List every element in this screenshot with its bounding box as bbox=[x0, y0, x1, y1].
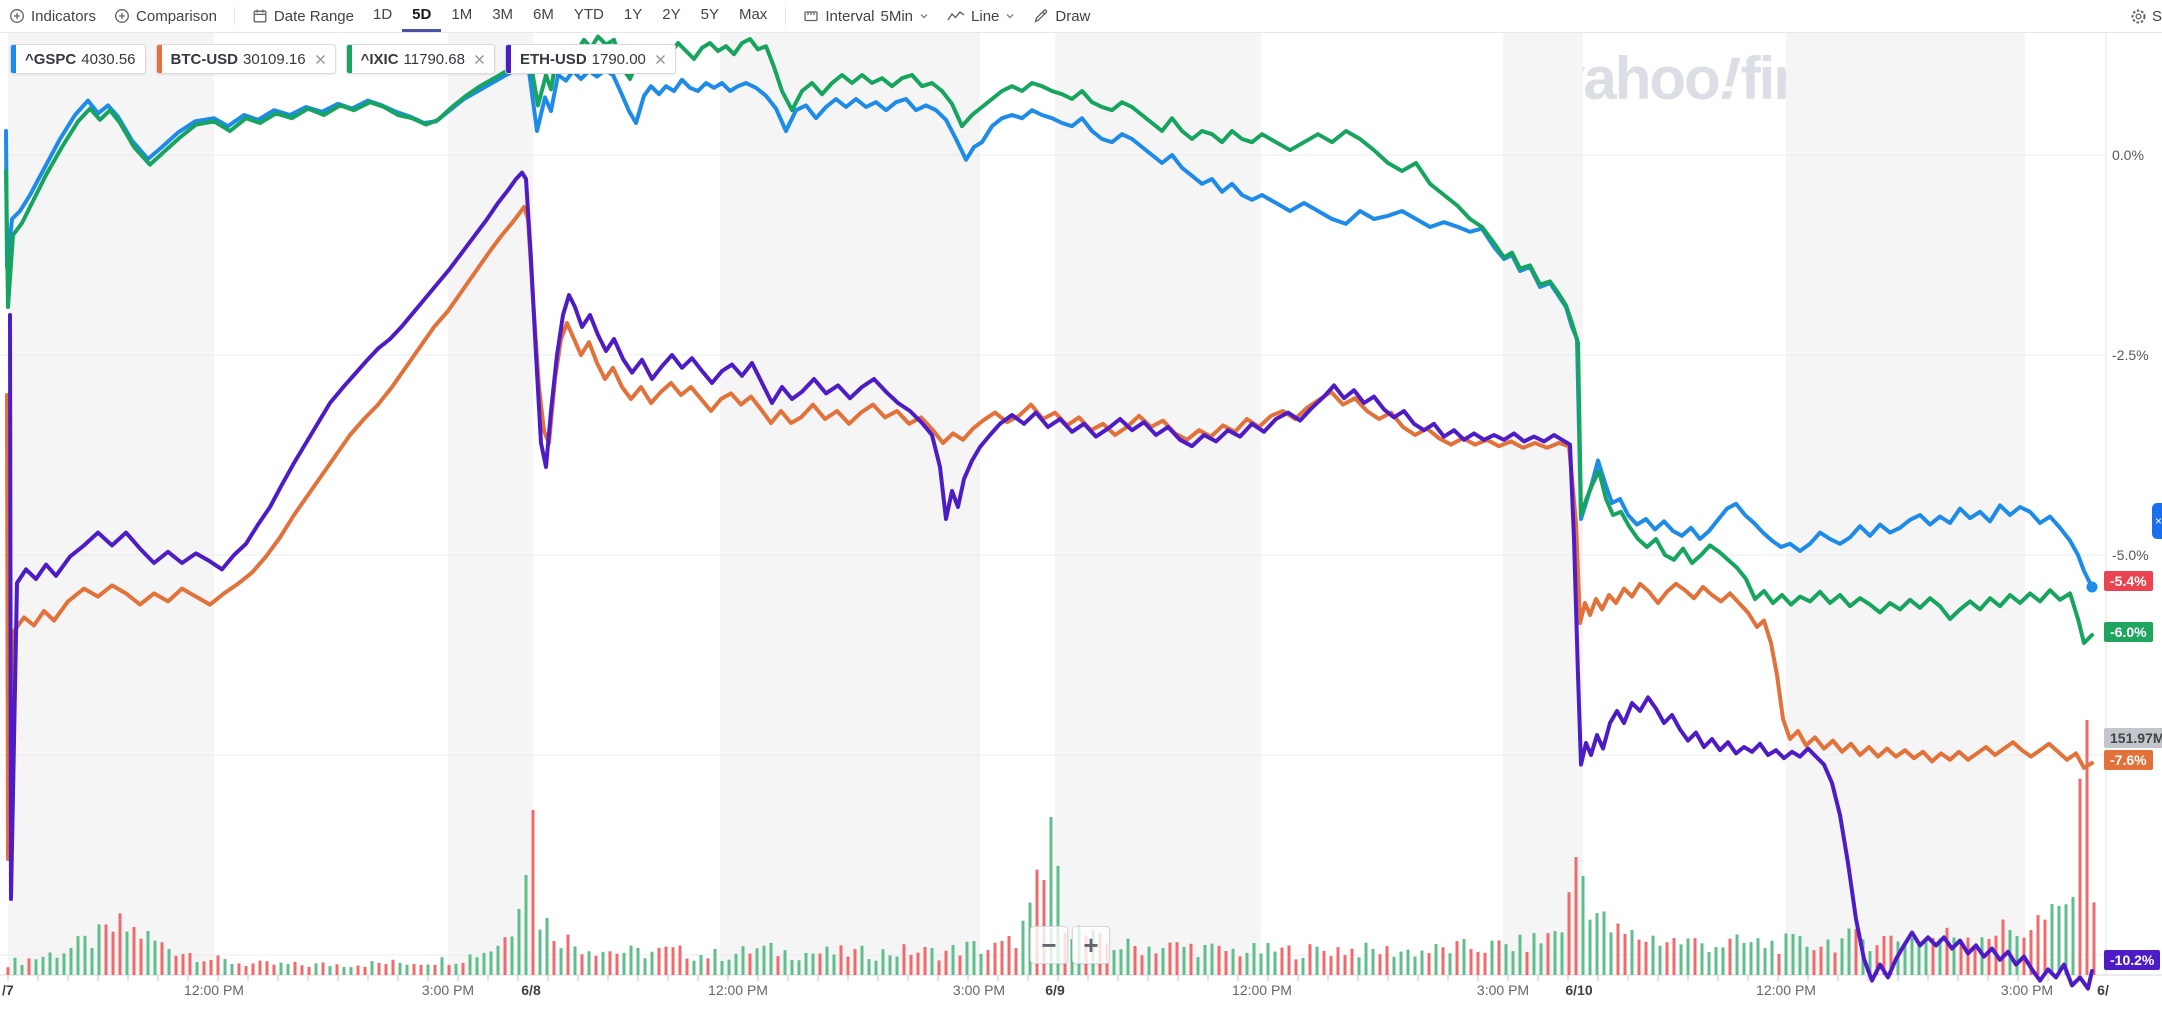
ticker-value: 4030.56 bbox=[81, 50, 136, 68]
toolbar-divider bbox=[233, 7, 235, 25]
range-2y[interactable]: 2Y bbox=[662, 6, 681, 23]
chevron-down-icon bbox=[920, 14, 928, 19]
y-axis-label: -5.0% bbox=[2112, 547, 2149, 563]
zoom-in-button[interactable]: + bbox=[1072, 926, 1110, 964]
ticker-value: 11790.68 bbox=[403, 50, 465, 68]
remove-ticker-icon[interactable] bbox=[474, 54, 485, 65]
pencil-icon bbox=[1034, 9, 1048, 23]
price-badge: -5.4% bbox=[2104, 571, 2153, 591]
price-badge: -6.0% bbox=[2104, 622, 2153, 642]
series-line-btcusd bbox=[5, 205, 2094, 861]
series-line-gspc bbox=[4, 61, 2094, 589]
series-color-bar bbox=[11, 45, 16, 73]
series-line-ethusd bbox=[8, 170, 2094, 991]
line-chart-icon bbox=[947, 11, 965, 21]
ticker-value: 1790.00 bbox=[591, 50, 646, 68]
toolbar-spacer bbox=[1099, 0, 2121, 32]
x-axis-time-label: 12:00 PM bbox=[1232, 982, 1292, 998]
range-1d[interactable]: 1D bbox=[372, 6, 393, 23]
draw-button[interactable]: Draw bbox=[1024, 0, 1099, 32]
y-axis-label: -2.5% bbox=[2112, 347, 2149, 363]
settings-button[interactable]: S bbox=[2121, 0, 2162, 32]
ticker-symbol: ^IXIC bbox=[360, 50, 399, 68]
toolbar-divider bbox=[785, 7, 787, 25]
remove-ticker-icon[interactable] bbox=[655, 54, 666, 65]
x-axis-day-label: 6/ bbox=[2097, 982, 2109, 998]
last-price-dot bbox=[2086, 581, 2098, 593]
indicators-button[interactable]: Indicators bbox=[0, 0, 105, 32]
ticker-value: 30109.16 bbox=[243, 50, 306, 68]
x-axis-time-label: 3:00 PM bbox=[952, 982, 1006, 998]
interval-label: Interval bbox=[825, 7, 875, 25]
plus-circle-icon bbox=[115, 9, 129, 23]
range-6m[interactable]: 6M bbox=[533, 6, 554, 23]
x-axis-day-label: 6/8 bbox=[521, 982, 541, 998]
plus-circle-icon bbox=[10, 9, 24, 23]
ticker-pill-ethusd[interactable]: ETH-USD 1790.00 bbox=[504, 44, 676, 74]
right-edge-flag[interactable]: × bbox=[2152, 503, 2162, 539]
x-axis-time-label: 3:00 PM bbox=[1476, 982, 1530, 998]
date-range-label: Date Range bbox=[273, 7, 354, 25]
chart-type-button[interactable]: Line bbox=[938, 0, 1024, 32]
x-axis-day-label: 6/10 bbox=[1565, 982, 1593, 998]
ticker-pill-ixic[interactable]: ^IXIC 11790.68 bbox=[345, 44, 495, 74]
range-max[interactable]: Max bbox=[738, 6, 768, 23]
x-axis-day-label: /7 bbox=[2, 982, 14, 998]
interval-icon bbox=[804, 11, 818, 22]
x-axis-time-label: 3:00 PM bbox=[421, 982, 475, 998]
y-axis-label: 0.0% bbox=[2112, 147, 2144, 163]
range-ytd[interactable]: YTD bbox=[573, 6, 604, 23]
x-axis-time-label: 12:00 PM bbox=[708, 982, 768, 998]
range-1y[interactable]: 1Y bbox=[623, 6, 643, 23]
price-badge: -7.6% bbox=[2104, 750, 2153, 770]
interval-button[interactable]: Interval 5Min bbox=[794, 0, 938, 32]
session-bands bbox=[8, 33, 2025, 975]
settings-label: S bbox=[2151, 7, 2162, 25]
series-color-bar bbox=[156, 45, 162, 73]
price-badge: 151.97M bbox=[2104, 728, 2162, 748]
date-range-button[interactable]: Date Range bbox=[243, 0, 363, 32]
x-axis-time-label: 3:00 PM bbox=[2000, 982, 2054, 998]
series-line-ixic bbox=[4, 34, 2094, 645]
draw-label: Draw bbox=[1055, 7, 1091, 25]
interval-value: 5Min bbox=[880, 7, 914, 25]
chart-type-label: Line bbox=[971, 7, 1000, 25]
range-5y[interactable]: 5Y bbox=[700, 6, 719, 23]
range-1m[interactable]: 1M bbox=[451, 6, 473, 23]
zoom-out-button[interactable]: − bbox=[1030, 926, 1068, 964]
x-axis-day-label: 6/9 bbox=[1045, 982, 1065, 998]
ticker-symbol: ETH-USD bbox=[519, 50, 587, 68]
ticker-pills: ^GSPC 4030.56 BTC-USD 30109.16 ^IXIC 11790.68… bbox=[10, 44, 676, 74]
range-3m[interactable]: 3M bbox=[492, 6, 514, 23]
ticker-pill-btcusd[interactable]: BTC-USD 30109.16 bbox=[155, 44, 336, 74]
range-selector: 1D 5D 1M 3M 6M YTD 1Y 2Y 5Y Max bbox=[363, 0, 777, 32]
ticker-symbol: ^GSPC bbox=[25, 50, 77, 68]
range-5d[interactable]: 5D bbox=[402, 0, 442, 32]
indicators-label: Indicators bbox=[31, 7, 97, 25]
calendar-icon bbox=[253, 9, 267, 23]
ticker-symbol: BTC-USD bbox=[170, 50, 239, 68]
zoom-controls: − + bbox=[1030, 926, 1110, 964]
price-badge: -10.2% bbox=[2104, 950, 2161, 970]
x-axis-ticks bbox=[7, 975, 2079, 981]
series-color-bar bbox=[346, 45, 352, 73]
chevron-down-icon bbox=[1006, 14, 1014, 19]
gear-icon bbox=[2131, 9, 2146, 23]
comparison-label: Comparison bbox=[136, 7, 217, 25]
remove-ticker-icon[interactable] bbox=[315, 54, 326, 65]
x-axis-time-label: 12:00 PM bbox=[184, 982, 244, 998]
ticker-pill-gspc[interactable]: ^GSPC 4030.56 bbox=[10, 44, 146, 74]
chart-toolbar: Indicators Comparison Date Range 1D 5D 1M 3… bbox=[0, 0, 2162, 33]
series-color-bar bbox=[505, 45, 511, 73]
x-axis-time-label: 12:00 PM bbox=[1756, 982, 1816, 998]
comparison-button[interactable]: Comparison bbox=[105, 0, 226, 32]
